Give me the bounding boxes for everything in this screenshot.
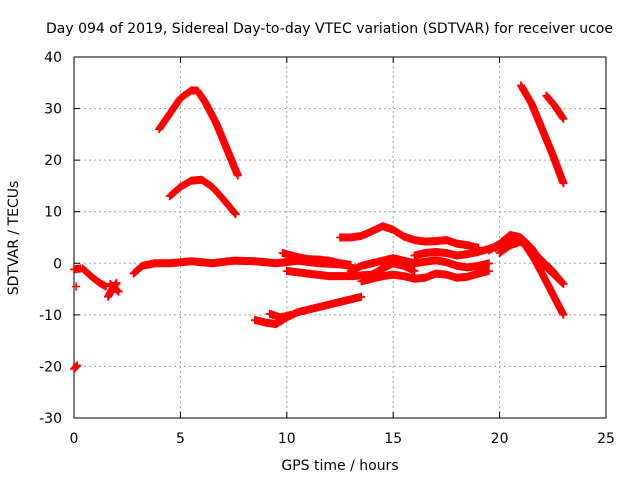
data-point: [231, 210, 240, 219]
series-arc-mid: [165, 175, 240, 219]
data-point: [101, 282, 110, 291]
data-point: [287, 310, 296, 319]
series-upper-c: [336, 222, 483, 252]
data-point: [558, 278, 567, 287]
series-arc-low-2: [265, 309, 296, 322]
plot-border: [73, 56, 607, 419]
y-tick-label: 0: [53, 256, 62, 272]
y-tick-label: 40: [44, 50, 62, 66]
y-tick-label: 10: [44, 205, 62, 221]
data-point: [233, 171, 242, 180]
y-tick-label: -20: [39, 359, 62, 375]
x-axis-label: GPS time / hours: [281, 458, 398, 474]
axis-ticks: [73, 56, 607, 419]
series-seg-point-2: [70, 361, 82, 374]
y-tick-labels: -30 -20 -10 0 10 20 30 40: [39, 50, 62, 427]
data-point: [559, 279, 568, 288]
x-tick-label: 25: [597, 431, 615, 447]
data-point: [484, 259, 493, 268]
data-points: [70, 81, 568, 374]
series-mid-a: [278, 248, 355, 269]
series-cluster-g: [484, 230, 568, 288]
series-wave-e: [357, 267, 493, 286]
data-point: [559, 114, 568, 123]
data-point: [410, 267, 419, 276]
x-tick-label: 10: [278, 431, 296, 447]
data-point: [113, 286, 122, 295]
chart-title: Day 094 of 2019, Sidereal Day-to-day VTE…: [46, 21, 613, 37]
data-point: [559, 179, 568, 188]
data-point: [114, 287, 123, 296]
y-tick-label: -10: [39, 308, 62, 324]
series-arc-high: [155, 86, 242, 180]
data-point: [357, 292, 366, 301]
y-axis-label: SDTVAR / TECUs: [6, 181, 22, 296]
series-baseline: [129, 256, 355, 278]
series-wave-d: [346, 254, 493, 276]
series-seg-early-2: [78, 264, 110, 291]
y-tick-label: -30: [39, 411, 62, 427]
data-point: [484, 267, 493, 276]
data-point: [230, 209, 239, 218]
series-seg-point-1: [72, 282, 81, 291]
x-tick-label: 15: [384, 431, 402, 447]
y-tick-label: 20: [44, 153, 62, 169]
y-tick-label: 30: [44, 102, 62, 118]
data-point: [112, 278, 121, 287]
data-point: [73, 361, 82, 370]
x-tick-label: 0: [70, 431, 79, 447]
series-late-high: [516, 81, 568, 188]
data-point: [559, 310, 568, 319]
series-arc-low: [250, 292, 366, 329]
data-point: [72, 282, 81, 291]
x-tick-label: 5: [176, 431, 185, 447]
series-cluster-i: [495, 237, 568, 288]
x-tick-label: 20: [491, 431, 509, 447]
series-seg-early-4: [106, 279, 123, 296]
x-tick-labels: 0 5 10 15 20 25: [70, 431, 615, 447]
series-late-high-2: [542, 91, 568, 123]
